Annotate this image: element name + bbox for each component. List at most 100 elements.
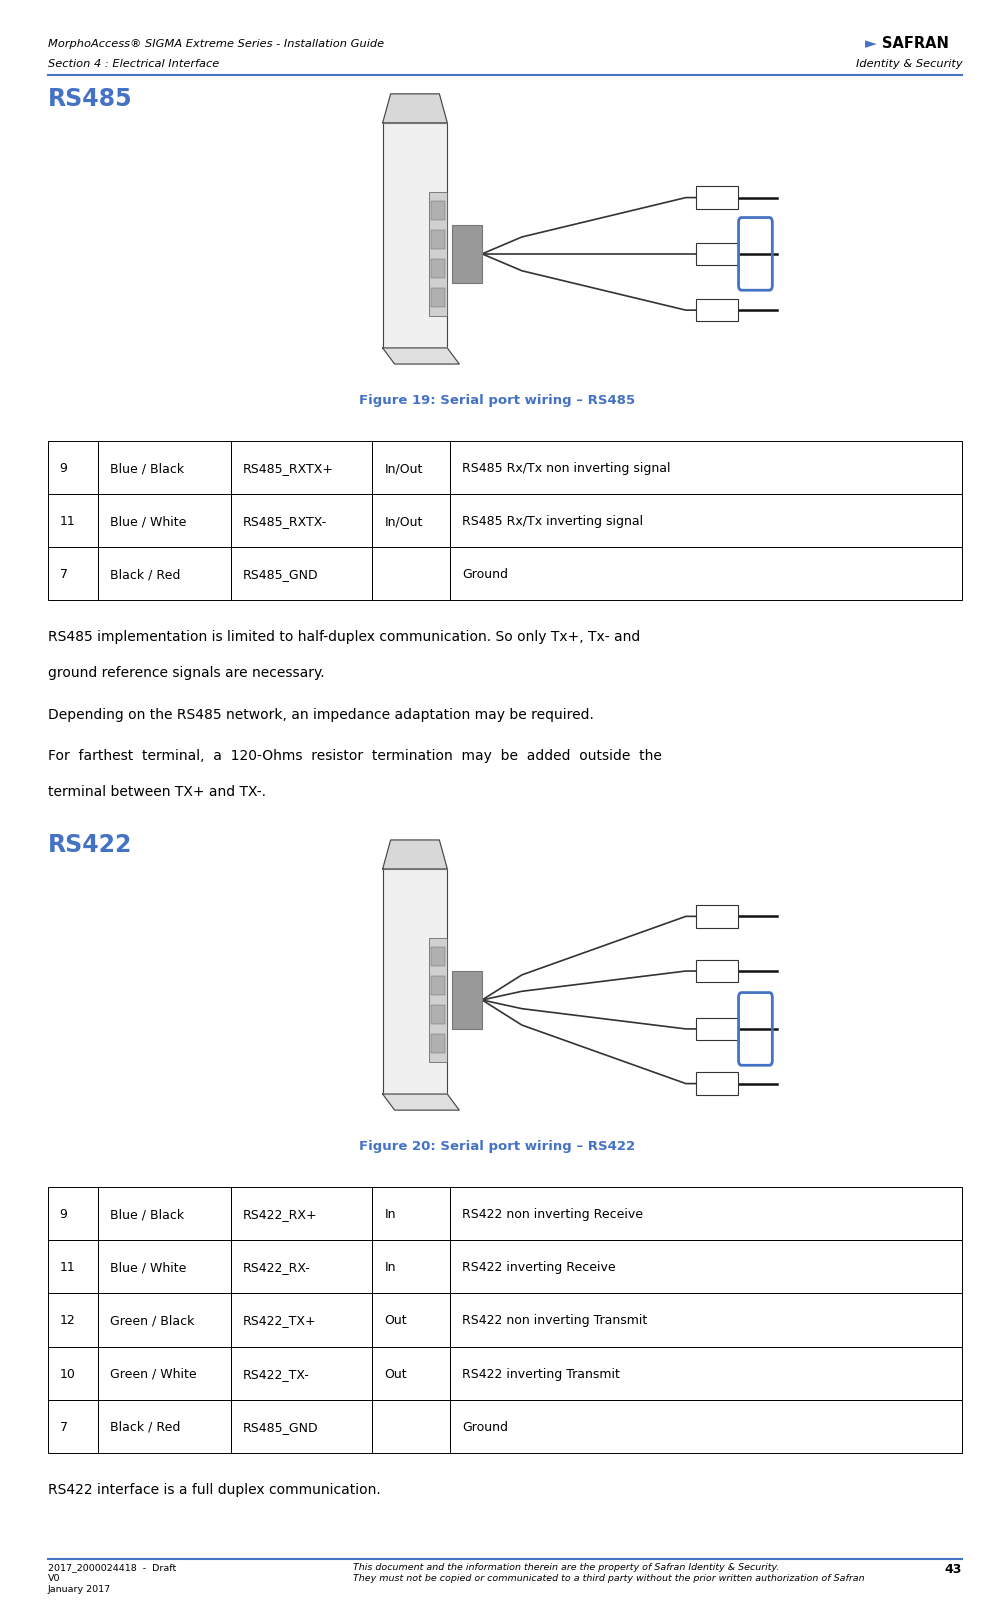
Text: 11: 11 bbox=[60, 1260, 76, 1274]
Text: Blue / Black: Blue / Black bbox=[110, 461, 184, 476]
Text: 10: 10 bbox=[60, 1366, 76, 1380]
Text: RS422 inverting Receive: RS422 inverting Receive bbox=[462, 1260, 615, 1274]
Text: Figure 20: Serial port wiring – RS422: Figure 20: Serial port wiring – RS422 bbox=[359, 1139, 635, 1152]
Bar bbox=[373, 495, 450, 548]
Bar bbox=[98, 1188, 231, 1241]
Bar bbox=[431, 289, 445, 309]
Text: Blue / White: Blue / White bbox=[110, 514, 186, 529]
Bar bbox=[450, 495, 962, 548]
Bar bbox=[231, 548, 373, 601]
Text: Green / Black: Green / Black bbox=[110, 1313, 194, 1327]
Bar bbox=[450, 1241, 962, 1294]
Text: RS422_RX+: RS422_RX+ bbox=[243, 1207, 317, 1221]
Bar bbox=[431, 977, 445, 996]
Text: RS485_GND: RS485_GND bbox=[243, 567, 318, 582]
Text: RS485: RS485 bbox=[48, 87, 132, 111]
Text: terminal between TX+ and TX-.: terminal between TX+ and TX-. bbox=[48, 784, 265, 799]
Text: 12: 12 bbox=[60, 1313, 76, 1327]
Bar bbox=[48, 1188, 98, 1241]
Bar bbox=[431, 259, 445, 280]
Polygon shape bbox=[383, 1094, 459, 1110]
Bar bbox=[231, 1400, 373, 1453]
Bar bbox=[98, 1241, 231, 1294]
Bar bbox=[696, 244, 738, 265]
Text: 2017_2000024418  -  Draft: 2017_2000024418 - Draft bbox=[48, 1562, 176, 1572]
Text: Black / Red: Black / Red bbox=[110, 567, 180, 582]
Text: This document and the information therein are the property of Safran Identity & : This document and the information therei… bbox=[353, 1562, 779, 1572]
Bar bbox=[98, 442, 231, 495]
Text: RS422 interface is a full duplex communication.: RS422 interface is a full duplex communi… bbox=[48, 1482, 381, 1496]
Bar bbox=[98, 495, 231, 548]
Text: Ground: Ground bbox=[462, 1419, 508, 1433]
Text: 9: 9 bbox=[60, 461, 68, 476]
Text: Figure 19: Serial port wiring – RS485: Figure 19: Serial port wiring – RS485 bbox=[359, 394, 635, 407]
Text: January 2017: January 2017 bbox=[48, 1585, 111, 1594]
Bar bbox=[231, 442, 373, 495]
Bar bbox=[383, 869, 447, 1094]
Text: Green / White: Green / White bbox=[110, 1366, 197, 1380]
Polygon shape bbox=[383, 95, 447, 124]
Text: In/Out: In/Out bbox=[385, 514, 422, 529]
Text: Blue / Black: Blue / Black bbox=[110, 1207, 184, 1221]
Bar bbox=[373, 442, 450, 495]
Bar bbox=[48, 442, 98, 495]
Text: V0: V0 bbox=[48, 1573, 61, 1583]
Text: In: In bbox=[385, 1207, 396, 1221]
Bar bbox=[452, 225, 482, 284]
Text: Ground: Ground bbox=[462, 567, 508, 582]
Bar bbox=[373, 548, 450, 601]
Bar bbox=[48, 1347, 98, 1400]
Text: Identity & Security: Identity & Security bbox=[856, 58, 962, 69]
Bar bbox=[231, 1241, 373, 1294]
Bar bbox=[696, 188, 738, 211]
Bar bbox=[429, 938, 447, 1062]
Text: Out: Out bbox=[385, 1313, 407, 1327]
Bar bbox=[431, 202, 445, 222]
Bar bbox=[48, 1294, 98, 1347]
Text: In/Out: In/Out bbox=[385, 461, 422, 476]
Text: RS422: RS422 bbox=[48, 832, 132, 857]
Bar bbox=[98, 1400, 231, 1453]
Text: RS485 Rx/Tx non inverting signal: RS485 Rx/Tx non inverting signal bbox=[462, 461, 671, 476]
Text: Depending on the RS485 network, an impedance adaptation may be required.: Depending on the RS485 network, an imped… bbox=[48, 707, 593, 722]
Text: RS422_RX-: RS422_RX- bbox=[243, 1260, 310, 1274]
Text: 9: 9 bbox=[60, 1207, 68, 1221]
Text: In: In bbox=[385, 1260, 396, 1274]
Bar bbox=[98, 1294, 231, 1347]
Text: Black / Red: Black / Red bbox=[110, 1419, 180, 1433]
Bar bbox=[98, 1347, 231, 1400]
Bar bbox=[48, 495, 98, 548]
Text: Section 4 : Electrical Interface: Section 4 : Electrical Interface bbox=[48, 58, 219, 69]
Bar bbox=[450, 442, 962, 495]
Text: SAFRAN: SAFRAN bbox=[882, 35, 948, 51]
Bar bbox=[48, 548, 98, 601]
Bar bbox=[373, 1400, 450, 1453]
Bar bbox=[431, 1006, 445, 1025]
Text: RS485 Rx/Tx inverting signal: RS485 Rx/Tx inverting signal bbox=[462, 514, 643, 529]
Bar bbox=[450, 1347, 962, 1400]
Bar bbox=[696, 1073, 738, 1096]
Bar bbox=[696, 906, 738, 929]
Text: RS422 non inverting Transmit: RS422 non inverting Transmit bbox=[462, 1313, 647, 1327]
Bar bbox=[450, 548, 962, 601]
Text: RS485 implementation is limited to half-duplex communication. So only Tx+, Tx- a: RS485 implementation is limited to half-… bbox=[48, 630, 640, 644]
Bar bbox=[48, 1400, 98, 1453]
Text: RS485_RXTX-: RS485_RXTX- bbox=[243, 514, 327, 529]
Text: 7: 7 bbox=[60, 567, 68, 582]
Bar bbox=[696, 301, 738, 323]
Bar bbox=[450, 1188, 962, 1241]
Bar bbox=[231, 1347, 373, 1400]
Bar bbox=[231, 495, 373, 548]
Bar bbox=[231, 1294, 373, 1347]
Text: RS485_GND: RS485_GND bbox=[243, 1419, 318, 1433]
Text: RS422_TX+: RS422_TX+ bbox=[243, 1313, 316, 1327]
Bar bbox=[383, 124, 447, 349]
Bar bbox=[696, 961, 738, 983]
Text: RS422 inverting Transmit: RS422 inverting Transmit bbox=[462, 1366, 620, 1380]
Polygon shape bbox=[383, 840, 447, 869]
Text: Out: Out bbox=[385, 1366, 407, 1380]
Bar bbox=[431, 231, 445, 251]
Text: MorphoAccess® SIGMA Extreme Series - Installation Guide: MorphoAccess® SIGMA Extreme Series - Ins… bbox=[48, 39, 384, 50]
Text: 43: 43 bbox=[945, 1562, 962, 1575]
Bar bbox=[429, 193, 447, 317]
